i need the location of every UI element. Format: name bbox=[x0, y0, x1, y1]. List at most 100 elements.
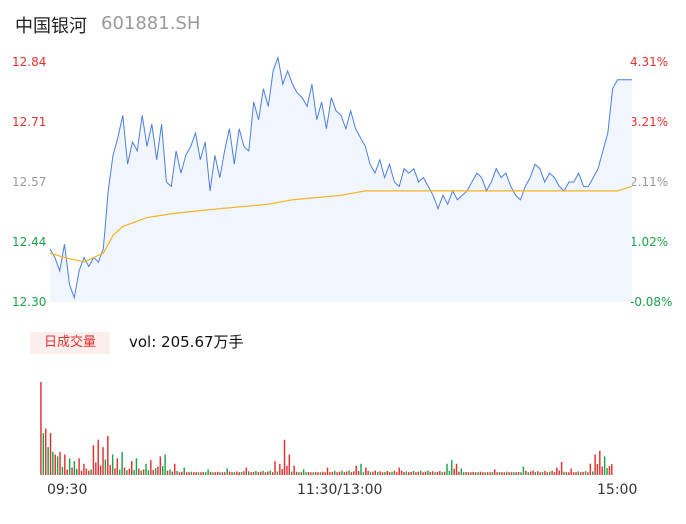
volume-bar bbox=[45, 428, 47, 475]
volume-bar bbox=[510, 472, 513, 475]
volume-bar bbox=[159, 456, 162, 475]
volume-bar bbox=[121, 451, 123, 476]
volume-bar bbox=[157, 466, 159, 475]
volume-bar bbox=[434, 472, 436, 475]
volume-bar bbox=[537, 471, 539, 475]
volume-bar bbox=[608, 466, 611, 475]
volume-bar bbox=[599, 450, 601, 475]
volume-bar bbox=[205, 472, 207, 475]
volume-bar bbox=[152, 469, 154, 475]
volume-bar bbox=[197, 472, 200, 475]
volume-bar bbox=[104, 459, 107, 475]
volume-bar bbox=[575, 472, 577, 475]
volume-bar bbox=[479, 471, 482, 475]
volume-bar bbox=[224, 472, 226, 475]
volume-bar bbox=[78, 458, 80, 475]
volume-bar bbox=[178, 472, 181, 475]
volume-bar bbox=[322, 471, 324, 475]
volume-bar bbox=[49, 433, 52, 475]
volume-bar bbox=[415, 472, 417, 475]
volume-bar bbox=[202, 472, 205, 475]
volume-bar bbox=[262, 470, 264, 475]
volume-bar bbox=[147, 470, 150, 475]
volume-bar bbox=[307, 472, 310, 475]
volume-bar bbox=[491, 472, 494, 475]
volume-bar bbox=[341, 470, 343, 475]
price-tick-label: 12.30 bbox=[12, 295, 47, 309]
volume-bar bbox=[73, 461, 76, 475]
volume-bar bbox=[455, 463, 458, 475]
stock-code: 601881.SH bbox=[101, 13, 201, 34]
volume-bar bbox=[577, 471, 580, 475]
volume-bar bbox=[102, 447, 104, 475]
volume-bar bbox=[443, 471, 446, 475]
volume-bar bbox=[243, 471, 245, 475]
volume-bar bbox=[83, 463, 85, 475]
volume-bar bbox=[446, 463, 448, 475]
volume-bar bbox=[314, 471, 317, 475]
volume-bar bbox=[348, 470, 350, 475]
volume-bar bbox=[410, 471, 412, 475]
volume-bar bbox=[367, 470, 369, 475]
volume-bar bbox=[498, 471, 501, 475]
volume-bar bbox=[508, 472, 510, 475]
volume-bar bbox=[441, 472, 443, 475]
volume-bar bbox=[482, 472, 484, 475]
volume-bar bbox=[236, 471, 238, 475]
volume-bar bbox=[563, 471, 565, 475]
volume-bar bbox=[420, 470, 422, 475]
volume-bar bbox=[80, 470, 83, 475]
volume-bar bbox=[396, 472, 398, 475]
volume-bar bbox=[496, 472, 498, 475]
volume-bar bbox=[214, 472, 217, 475]
volume-bar bbox=[403, 472, 405, 475]
volume-bar bbox=[338, 471, 341, 475]
volume-bar bbox=[185, 472, 188, 475]
volume-bar bbox=[565, 472, 568, 475]
volume-bar bbox=[283, 439, 286, 475]
volume-bar bbox=[477, 472, 479, 475]
volume-bar bbox=[374, 470, 377, 475]
volume-bar bbox=[558, 470, 560, 475]
volume-bar bbox=[334, 471, 336, 475]
volume-bar bbox=[217, 471, 219, 475]
volume-bar bbox=[534, 472, 537, 475]
volume-bar bbox=[221, 472, 224, 475]
volume-bar bbox=[448, 470, 451, 475]
volume-bar bbox=[520, 472, 522, 475]
volume-bar bbox=[66, 469, 68, 475]
volume-bar bbox=[200, 472, 202, 475]
volume-bar bbox=[424, 471, 427, 475]
price-tick-label: 12.44 bbox=[12, 235, 47, 249]
volume-bar bbox=[231, 472, 233, 475]
volume-bar bbox=[257, 472, 260, 475]
volume-bar bbox=[532, 470, 534, 475]
volume-bar bbox=[295, 471, 298, 475]
volume-bar bbox=[463, 472, 465, 475]
volume-bar bbox=[209, 471, 212, 475]
volume-bar bbox=[393, 470, 396, 475]
volume-bar bbox=[360, 463, 362, 475]
volume-bar bbox=[611, 464, 613, 475]
volume-bar bbox=[171, 471, 174, 475]
volume-bar bbox=[310, 472, 312, 475]
volume-bar bbox=[188, 472, 190, 475]
volume-bar bbox=[453, 468, 455, 475]
volume-bar bbox=[274, 461, 276, 475]
volume-bar bbox=[54, 454, 56, 475]
volume-bar bbox=[408, 472, 410, 475]
volume-bar bbox=[355, 465, 357, 475]
volume-bar bbox=[587, 472, 589, 475]
volume-bar bbox=[592, 471, 594, 475]
volume-bar bbox=[515, 472, 517, 475]
volume-bar bbox=[88, 470, 90, 475]
volume-bar bbox=[267, 471, 269, 475]
volume-bar bbox=[183, 467, 185, 475]
volume-bar bbox=[388, 472, 391, 475]
volume-bar bbox=[212, 472, 214, 475]
volume-bar bbox=[240, 471, 243, 475]
volume-bar bbox=[133, 469, 135, 475]
volume-bar bbox=[90, 469, 92, 475]
volume-bar bbox=[302, 469, 305, 475]
volume-bar bbox=[484, 472, 486, 475]
